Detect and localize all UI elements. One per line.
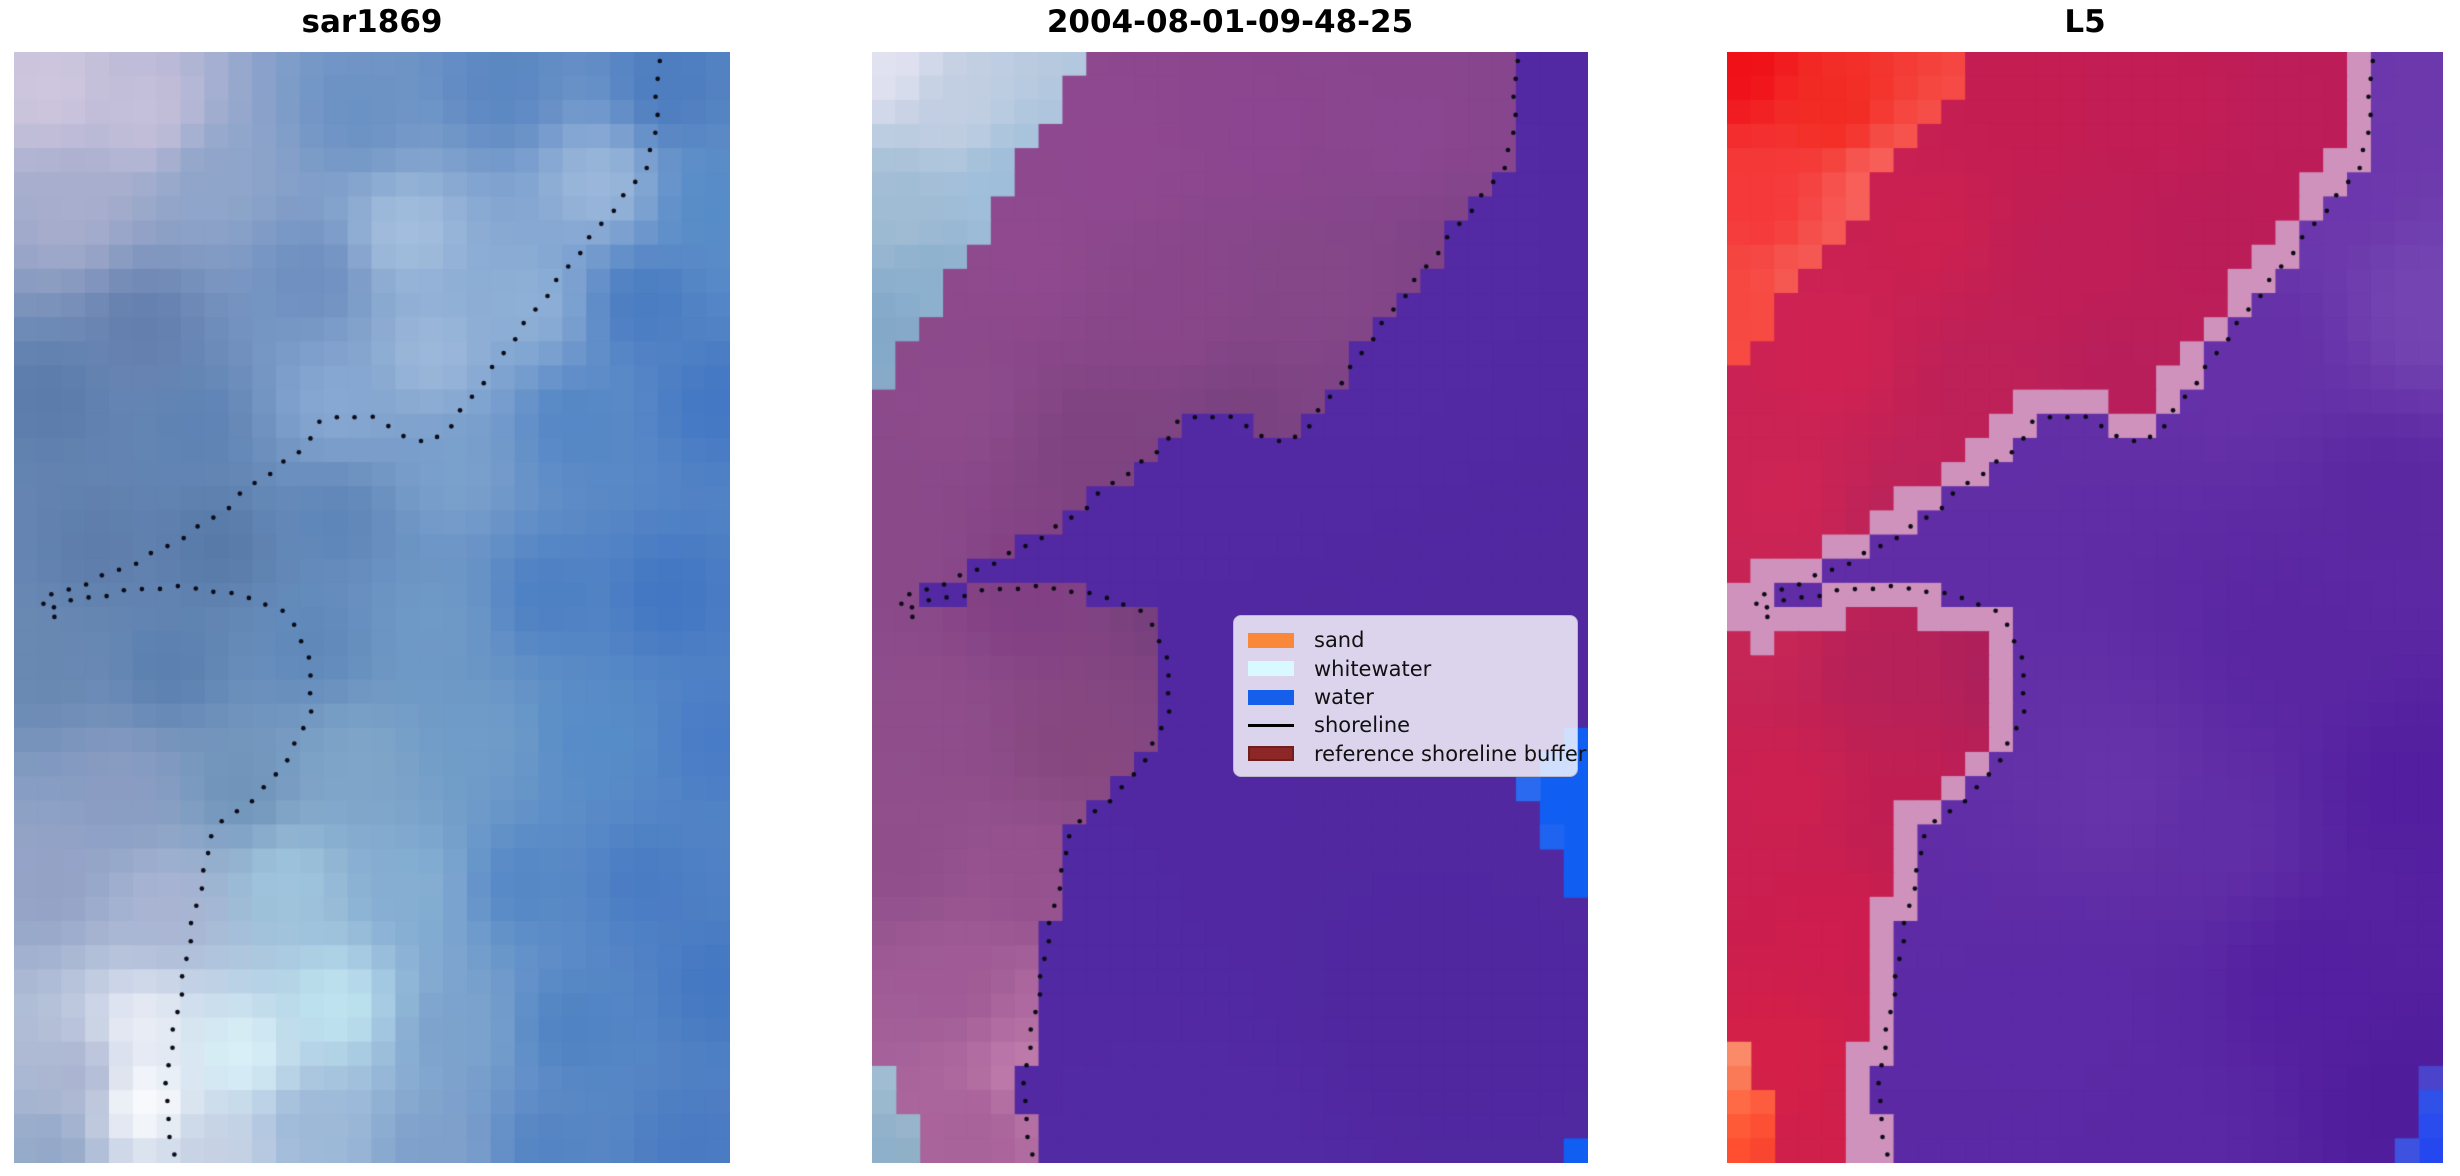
sar-image-panel [14,52,730,1163]
l5-image-panel [1727,52,2443,1163]
panel-title-l5: L5 [2064,4,2106,40]
legend-label-water: water [1314,685,1374,710]
legend-row-sand: sand [1248,626,1563,654]
classified-image-canvas [872,52,1588,1163]
legend-label-sand: sand [1314,628,1365,653]
panel-title-sar1869: sar1869 [301,4,443,40]
legend-row-shoreline: shoreline [1248,711,1563,739]
shoreline-line-swatch [1248,723,1294,727]
legend-label-reference-buffer: reference shoreline buffer [1314,741,1587,766]
sar-image-canvas [14,52,730,1163]
l5-image-canvas [1727,52,2443,1163]
water-swatch [1248,689,1294,705]
classification-legend: sand whitewater water shoreline referenc… [1233,615,1586,777]
legend-row-water: water [1248,683,1563,711]
panel-title-date: 2004-08-01-09-48-25 [1046,4,1414,40]
legend-row-whitewater: whitewater [1248,654,1563,682]
legend-row-reference-buffer: reference shoreline buffer [1248,740,1586,768]
classified-image-panel: sand whitewater water shoreline referenc… [872,52,1588,1163]
sand-swatch [1248,632,1294,648]
legend-label-whitewater: whitewater [1314,656,1432,681]
legend-label-shoreline: shoreline [1314,713,1411,738]
reference-buffer-swatch [1248,746,1294,762]
whitewater-swatch [1248,661,1294,677]
